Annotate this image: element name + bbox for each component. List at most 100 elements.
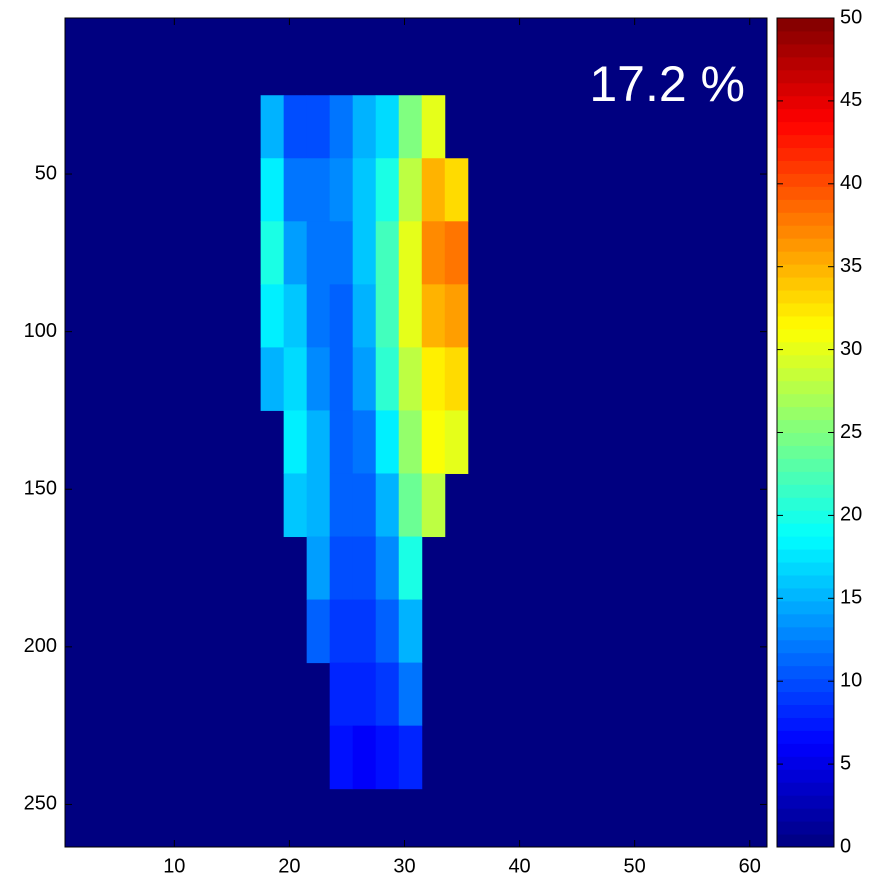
heatmap-cell [352, 662, 377, 727]
heatmap-cell [398, 158, 423, 222]
colorbar-tick-label: 30 [840, 338, 862, 360]
colorbar-step [777, 406, 834, 421]
heatmap-cell [444, 410, 469, 474]
colorbar-tick-label: 10 [840, 669, 862, 691]
y-tick-label: 150 [24, 478, 57, 500]
colorbar-step [777, 458, 834, 472]
heatmap-cell [398, 347, 423, 411]
heatmap-cell [352, 725, 377, 790]
heatmap-cell [421, 221, 446, 285]
colorbar-step [777, 160, 834, 174]
heatmap-cell [260, 158, 285, 222]
colorbar-step [777, 108, 834, 123]
heatmap-cell [421, 473, 446, 538]
heatmap-cell [375, 347, 400, 411]
heatmap-cell [375, 662, 400, 727]
heatmap-cell [375, 725, 400, 790]
colorbar-step [777, 380, 834, 395]
colorbar-tick-label: 45 [840, 89, 862, 111]
heatmap-cell [260, 95, 285, 159]
heatmap-cell [375, 95, 400, 159]
heatmap-cell [329, 599, 354, 664]
colorbar-tick-label: 40 [840, 172, 862, 194]
heatmap-cell [329, 473, 354, 538]
colorbar-step [777, 432, 834, 446]
colorbar-step [777, 743, 834, 757]
heatmap-cell [444, 221, 469, 285]
heatmap-cell [352, 347, 377, 411]
heatmap-cell [421, 284, 446, 348]
heatmap-cell [283, 95, 308, 159]
heatmap-cell [398, 599, 423, 664]
annotation: 17.2 % [589, 56, 745, 112]
colorbar-step [777, 587, 834, 602]
colorbar-step [777, 173, 834, 187]
heatmap-cell [421, 410, 446, 474]
heatmap-cell [444, 284, 469, 348]
heatmap-cell [329, 662, 354, 727]
colorbar-tick-label: 25 [840, 421, 862, 443]
heatmap-cell [398, 536, 423, 601]
colorbar-step [777, 419, 834, 433]
colorbar-step [777, 315, 834, 330]
colorbar-step [777, 186, 834, 200]
heatmap-cell [283, 410, 308, 474]
heatmap-cell [398, 725, 423, 790]
colorbar-step [777, 717, 834, 731]
colorbar-tick-label: 0 [840, 835, 851, 857]
colorbar-step [777, 277, 834, 291]
colorbar-tick-label: 50 [840, 6, 862, 28]
heatmap-cell [352, 95, 377, 159]
colorbar-step [777, 43, 834, 58]
heatmap-cell [352, 284, 377, 348]
colorbar-step [777, 600, 834, 615]
colorbar-step [777, 82, 834, 97]
heatmap-cell [283, 473, 308, 538]
heatmap-cell [398, 473, 423, 538]
colorbar-step [777, 652, 834, 667]
colorbar-step [777, 95, 834, 110]
colorbar-step [777, 212, 834, 226]
colorbar: 0 5 10 15 20 25 30 35 40 45 50 [776, 6, 862, 857]
colorbar-step [777, 834, 834, 848]
colorbar-step [777, 69, 834, 84]
colorbar-step [777, 510, 834, 524]
colorbar-tick-label: 5 [840, 752, 851, 774]
heatmap-cell [329, 158, 354, 222]
x-tick-label: 20 [278, 855, 300, 877]
colorbar-step [777, 302, 834, 317]
colorbar-step [777, 290, 834, 304]
heatmap-cell [398, 410, 423, 474]
heatmap-cell [329, 284, 354, 348]
heatmap-cell [329, 347, 354, 411]
colorbar-step [777, 121, 834, 136]
colorbar-step [777, 18, 834, 32]
x-tick-label: 60 [739, 855, 761, 877]
heatmap-cell [352, 536, 377, 601]
x-tick-label: 30 [393, 855, 415, 877]
colorbar-step [777, 484, 834, 498]
colorbar-step [777, 691, 834, 706]
colorbar-tick-label: 20 [840, 504, 862, 526]
colorbar-step [777, 626, 834, 641]
colorbar-tick-label: 35 [840, 255, 862, 277]
heatmap-cell [421, 158, 446, 222]
heatmap-cell [398, 221, 423, 285]
heatmap-cell [283, 284, 308, 348]
y-tick-label: 100 [24, 320, 57, 342]
colorbar-step [777, 665, 834, 680]
heatmap-cell [352, 221, 377, 285]
heatmap-cell [283, 347, 308, 411]
colorbar-step [777, 367, 834, 382]
colorbar-step [777, 341, 834, 356]
heatmap-cell [306, 473, 331, 538]
heatmap-cell [283, 158, 308, 222]
colorbar-step [777, 613, 834, 628]
y-tick-label: 50 [35, 162, 57, 184]
heatmap-cell [421, 347, 446, 411]
colorbar-step [777, 730, 834, 744]
colorbar-step [777, 445, 834, 459]
colorbar-step [777, 238, 834, 252]
